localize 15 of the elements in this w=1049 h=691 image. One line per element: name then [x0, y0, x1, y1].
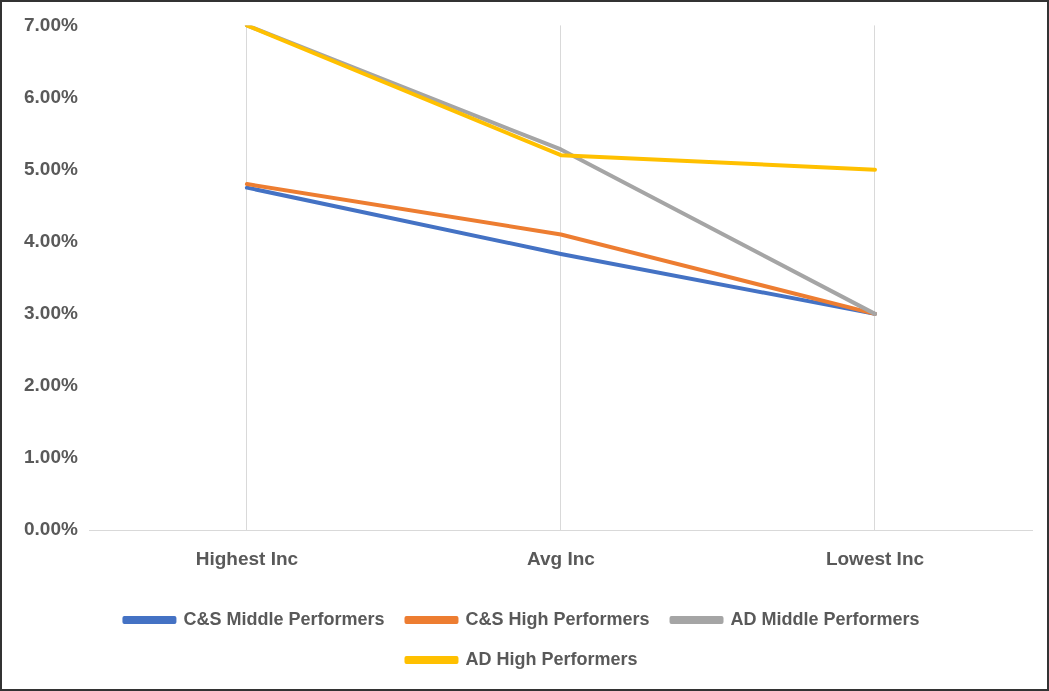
x-tick-label: Highest Inc	[195, 547, 299, 569]
y-tick-label: 3.00%	[24, 302, 78, 324]
y-tick-label: 5.00%	[24, 157, 78, 179]
y-tick-label: 6.00%	[24, 85, 78, 107]
y-tick-label: 2.00%	[24, 374, 78, 396]
legend-label: AD High Performers	[465, 648, 638, 669]
legend-label: AD Middle Performers	[730, 608, 920, 629]
y-tick-label: 7.00%	[24, 13, 78, 35]
x-tick-label: Lowest Inc	[825, 547, 925, 569]
y-tick-label: 0.00%	[24, 518, 78, 540]
legend-label: C&S High Performers	[465, 608, 650, 629]
y-tick-label: 4.00%	[24, 229, 78, 251]
x-tick-label: Avg Inc	[526, 547, 596, 569]
legend-label: C&S Middle Performers	[183, 608, 385, 629]
y-tick-label: 1.00%	[24, 446, 78, 468]
